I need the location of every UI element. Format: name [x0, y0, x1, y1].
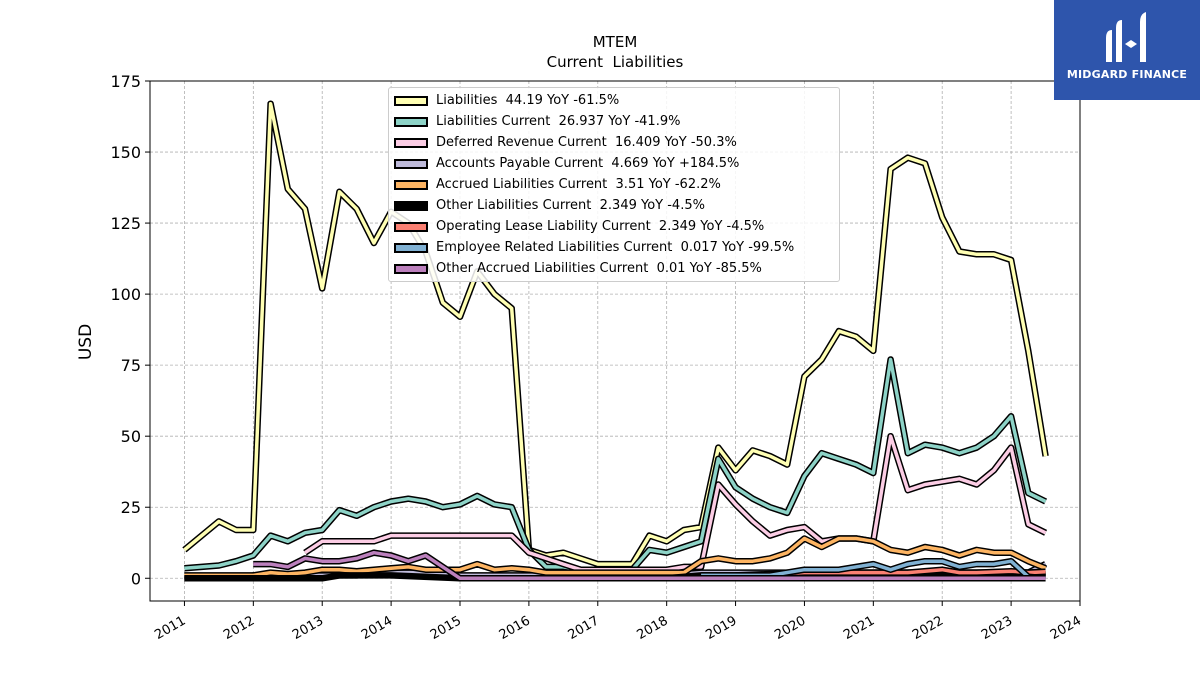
midgard-m-logo-icon [1106, 12, 1146, 62]
legend-swatch [394, 137, 428, 148]
legend: Liabilities 44.19 YoY -61.5% Liabilities… [388, 87, 840, 282]
x-tick-label: 2019 [703, 613, 739, 643]
series-line-outline [184, 356, 1048, 573]
series-line [701, 559, 1046, 581]
series-line [304, 434, 1047, 572]
brand-name: MIDGARD FINANCE [1066, 68, 1188, 81]
x-tick-label: 2013 [290, 613, 326, 643]
legend-label: Accounts Payable Current 4.669 YoY +184.… [436, 156, 740, 171]
x-tick-label: 2023 [979, 613, 1015, 643]
legend-item: Accounts Payable Current 4.669 YoY +184.… [389, 153, 739, 174]
chart-title: MTEM [593, 33, 638, 51]
legend-label: Other Accrued Liabilities Current 0.01 Y… [436, 261, 762, 276]
x-tick-label: 2016 [497, 613, 533, 643]
x-tick-label: 2021 [841, 613, 877, 643]
legend-item: Other Liabilities Current 2.349 YoY -4.5… [389, 195, 705, 216]
legend-swatch [394, 95, 428, 106]
y-tick-label: 150 [110, 143, 141, 162]
brand-logo: MIDGARD FINANCE [1054, 0, 1200, 100]
x-tick-label: 2014 [359, 613, 395, 643]
legend-swatch [394, 242, 428, 253]
series-lines [182, 100, 1049, 582]
legend-swatch [394, 158, 428, 169]
x-tick-label: 2020 [772, 613, 808, 643]
x-tick-label: 2015 [428, 613, 464, 643]
legend-label: Operating Lease Liability Current 2.349 … [436, 219, 765, 234]
series-line [184, 536, 1047, 578]
x-tick-label: 2012 [221, 613, 257, 643]
y-tick-label: 50 [121, 427, 141, 446]
legend-label: Employee Related Liabilities Current 0.0… [436, 240, 795, 255]
x-tick-label: 2024 [1048, 613, 1084, 643]
y-tick-label: 0 [131, 569, 141, 588]
y-tick-label: 175 [110, 72, 141, 91]
plot-frame [149, 80, 1081, 602]
legend-label: Liabilities 44.19 YoY -61.5% [436, 93, 620, 108]
chart-subtitle: Current Liabilities [547, 53, 684, 71]
legend-label: Deferred Revenue Current 16.409 YoY -50.… [436, 135, 737, 150]
legend-swatch [394, 221, 428, 232]
legend-swatch [394, 200, 428, 211]
series-line [183, 101, 1048, 566]
legend-swatch [394, 179, 428, 190]
legend-item: Operating Lease Liability Current 2.349 … [389, 216, 764, 237]
y-tick-label: 100 [110, 285, 141, 304]
legend-item: Other Accrued Liabilities Current 0.01 Y… [389, 258, 762, 279]
series-line [253, 550, 1046, 581]
x-tick-label: 2022 [910, 613, 946, 643]
legend-label: Accrued Liabilities Current 3.51 YoY -62… [436, 177, 721, 192]
legend-item: Accrued Liabilities Current 3.51 YoY -62… [389, 174, 721, 195]
x-tick-label: 2018 [635, 613, 671, 643]
legend-item: Deferred Revenue Current 16.409 YoY -50.… [389, 132, 737, 153]
legend-item: Liabilities Current 26.937 YoY -41.9% [389, 111, 680, 132]
y-tick-label: 75 [121, 356, 141, 375]
legend-label: Other Liabilities Current 2.349 YoY -4.5… [436, 198, 705, 213]
x-tick-label: 2017 [566, 613, 602, 643]
legend-item: Employee Related Liabilities Current 0.0… [389, 237, 794, 258]
legend-item: Liabilities 44.19 YoY -61.5% [389, 90, 619, 111]
y-axis-label: USD [76, 324, 96, 360]
series-line [184, 357, 1047, 572]
legend-label: Liabilities Current 26.937 YoY -41.9% [436, 114, 681, 129]
y-tick-label: 25 [121, 498, 141, 517]
legend-swatch [394, 263, 428, 274]
x-tick-label: 2011 [152, 613, 188, 643]
y-tick-label: 125 [110, 214, 141, 233]
legend-swatch [394, 116, 428, 127]
